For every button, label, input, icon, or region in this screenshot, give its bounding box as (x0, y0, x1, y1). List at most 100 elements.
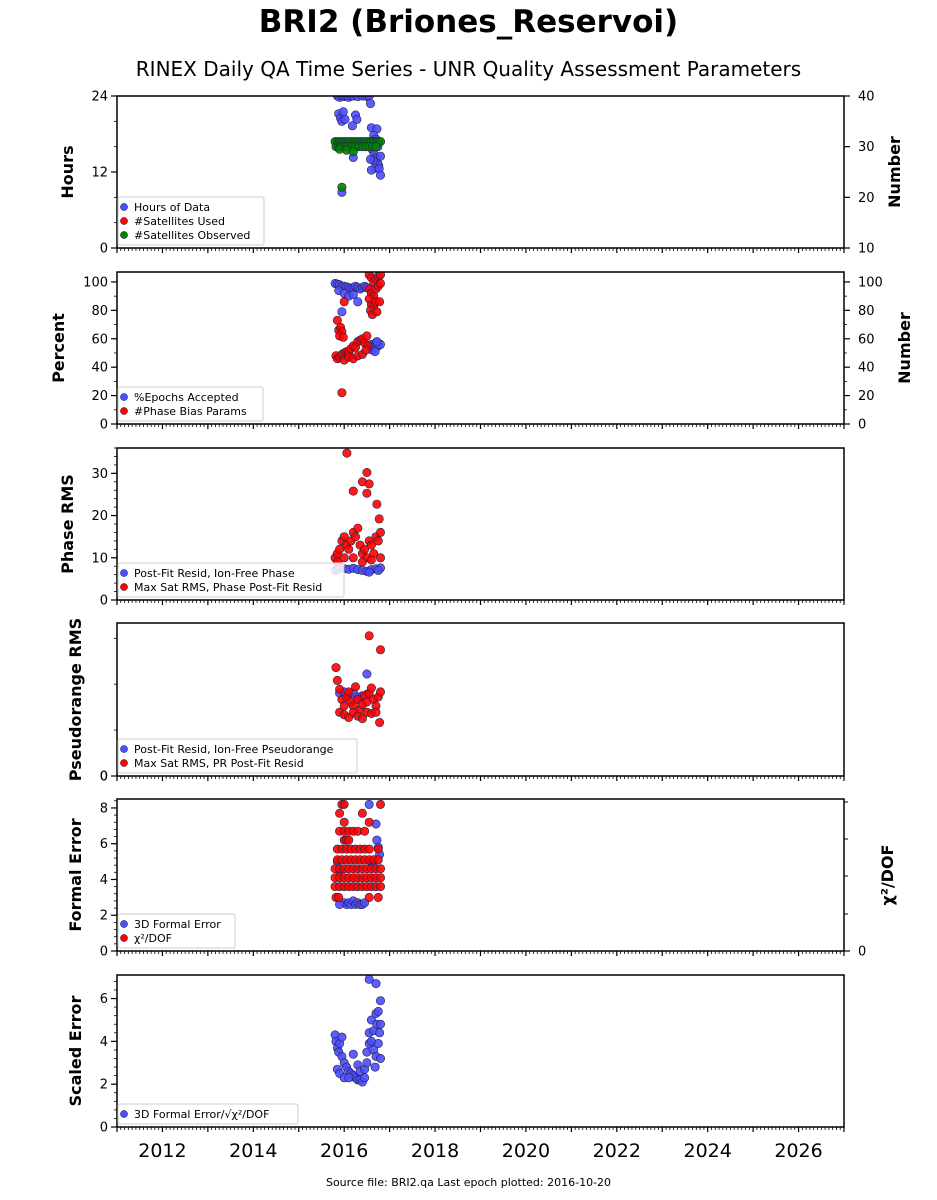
legend-label: #Satellites Observed (134, 229, 250, 242)
point-red (339, 799, 349, 809)
point-red (375, 278, 385, 288)
point-blue (364, 799, 374, 809)
point-red (372, 499, 382, 509)
point-red (375, 645, 385, 655)
point-red (348, 486, 358, 496)
point-red (332, 675, 342, 685)
y-axis-label: Formal Error (66, 818, 85, 931)
point-red (364, 631, 374, 641)
point-blue (373, 1006, 383, 1016)
legend-marker-blue (120, 203, 128, 211)
point-red (374, 514, 384, 524)
panel-percent: 0 20 40 60 80 100 0 20 40 60 80 100 Percent Number %Ep… (49, 271, 914, 433)
point-blue (375, 1054, 385, 1064)
y-right-tick-label: 80 (858, 304, 875, 319)
point-blue (347, 121, 357, 131)
y-tick-label: 0 (100, 594, 108, 609)
y-axis-label: Phase RMS (58, 474, 77, 574)
point-blue (348, 290, 358, 300)
point-red (335, 544, 345, 554)
y-axis-label: Hours (58, 145, 77, 198)
point-red (353, 523, 363, 533)
point-red (364, 479, 374, 489)
y-right-tick-label: 40 (858, 90, 875, 105)
y-right-tick-label: 100 (858, 275, 883, 290)
y-right-axis-label: χ²/DOF (878, 845, 897, 906)
point-red (373, 536, 383, 546)
point-red (375, 527, 385, 537)
y-right-tick-label: 20 (858, 191, 875, 206)
x-tick-label: 2022 (593, 1140, 641, 1162)
y-tick-label: 4 (100, 873, 108, 888)
point-red (344, 544, 354, 554)
point-red (364, 892, 374, 902)
y-tick-label: 12 (91, 166, 108, 181)
point-red (360, 544, 370, 554)
point-blue (337, 307, 347, 317)
legend: %Epochs Accepted#Phase Bias Params (117, 386, 264, 422)
point-blue (353, 297, 363, 307)
point-red (364, 817, 374, 827)
legend-marker-blue (120, 745, 128, 753)
y-tick-label: 0 (100, 770, 108, 785)
legend-marker-red (120, 583, 128, 591)
y-tick-label: 0 (100, 418, 108, 433)
point-red (350, 532, 360, 542)
point-red (375, 687, 385, 697)
point-red (331, 663, 341, 673)
y-right-tick-label: 20 (858, 389, 875, 404)
point-red (360, 826, 370, 836)
point-blue (375, 170, 385, 180)
y-right-tick-label: 0 (858, 418, 866, 433)
point-red (373, 855, 383, 865)
plot-area (117, 975, 844, 1127)
axes-frame (116, 95, 845, 249)
y-right-axis-label: Number (895, 312, 914, 384)
legend-label: Max Sat RMS, Phase Post-Fit Resid (134, 581, 322, 594)
axes-frame (116, 271, 845, 425)
y-tick-label: 0 (100, 242, 108, 257)
legend-box (117, 1103, 299, 1125)
figure-title: BRI2 (Briones_Reservoi) (258, 4, 679, 40)
y-tick-label: 20 (91, 389, 108, 404)
point-red (362, 467, 372, 477)
axes-frame (116, 622, 845, 777)
point-blue (364, 567, 374, 577)
legend-label: Hours of Data (134, 201, 210, 214)
point-green (371, 142, 381, 152)
point-red (362, 488, 372, 498)
legend-box (117, 738, 358, 774)
point-red (342, 448, 352, 458)
x-tick-label: 2020 (502, 1140, 550, 1162)
y-right-tick-label: 10 (858, 242, 875, 257)
y-tick-label: 2 (100, 909, 108, 924)
point-green (337, 182, 347, 192)
legend-marker-blue (120, 920, 128, 928)
data-points (330, 448, 385, 577)
point-blue (365, 154, 375, 164)
legend-label: χ²/DOF (134, 932, 172, 945)
y-right-axis-label: Number (885, 136, 904, 208)
point-blue (372, 337, 382, 347)
legend: Post-Fit Resid, Ion-Free PseudorangeMax … (117, 738, 358, 774)
x-tick-label: 2026 (774, 1140, 822, 1162)
legend: 3D Formal Error/√χ²/DOF (117, 1103, 299, 1125)
point-red (334, 892, 344, 902)
data-points (330, 96, 385, 197)
point-red (375, 297, 385, 307)
y-tick-label: 100 (83, 275, 108, 290)
x-tick-label: 2016 (320, 1140, 368, 1162)
y-axis-label: Percent (49, 313, 68, 383)
axes-frame (116, 974, 845, 1128)
legend-box (117, 913, 236, 949)
legend-box (117, 562, 345, 598)
legend: Hours of Data#Satellites Used#Satellites… (117, 196, 265, 246)
y-tick-label: 0 (100, 1121, 108, 1136)
point-blue (365, 99, 375, 109)
point-blue (362, 1058, 372, 1068)
legend-label: #Satellites Used (134, 215, 225, 228)
point-red (362, 331, 372, 341)
